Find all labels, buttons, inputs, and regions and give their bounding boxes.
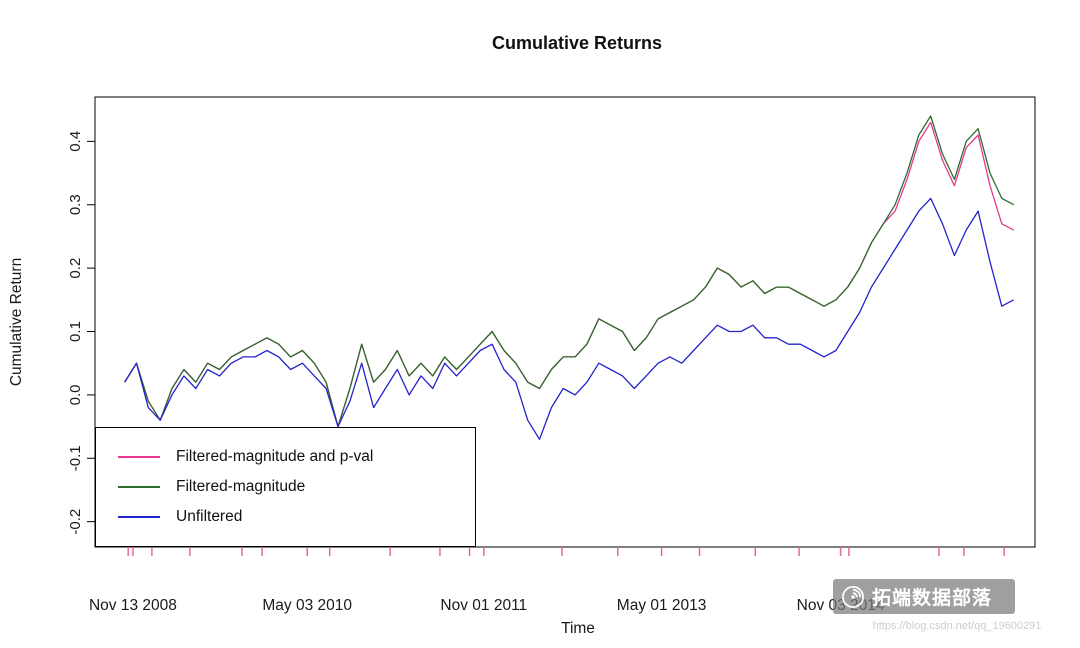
y-tick-label: 0.1 (67, 321, 84, 342)
legend-line-swatch-pink (118, 456, 160, 458)
y-tick-label: 0.0 (67, 384, 84, 405)
legend-label: Filtered-magnitude (176, 478, 306, 495)
legend-line-swatch-green (118, 486, 160, 488)
legend-label: Filtered-magnitude and p-val (176, 448, 374, 465)
series-line-unfiltered (124, 197, 1015, 440)
watermark-logo-icon (842, 585, 864, 608)
y-tick-label: 0.2 (67, 258, 84, 279)
y-tick-label: -0.1 (67, 445, 84, 471)
x-tick-label: May 01 2013 (617, 597, 707, 614)
legend-item-filtered-magnitude: Filtered-magnitude (118, 478, 475, 496)
x-tick-label: Nov 13 2008 (89, 597, 177, 614)
y-tick-label: 0.4 (67, 131, 84, 152)
y-tick-label: -0.2 (67, 509, 84, 535)
y-axis-label: Cumulative Return (8, 258, 25, 386)
y-tick-label: 0.3 (67, 194, 84, 215)
series-line-filtered-magnitude-and-p-val (124, 121, 1015, 428)
chart-title: Cumulative Returns (492, 33, 662, 53)
plot-box (94, 96, 1036, 548)
watermark-banner: 拓端数据部落 (833, 579, 1015, 614)
x-tick-label: May 03 2010 (262, 597, 352, 614)
watermark-text: 拓端数据部落 (872, 588, 993, 609)
series-line-filtered-magnitude (124, 115, 1015, 428)
watermark-url: https://blog.csdn.net/qq_19600291 (872, 620, 1042, 632)
x-axis-label: Time (561, 620, 595, 637)
legend-item-filtered-magnitude-and-p-val: Filtered-magnitude and p-val (118, 448, 475, 466)
legend: Filtered-magnitude and p-val Filtered-ma… (95, 427, 476, 547)
legend-line-swatch-blue (118, 516, 160, 518)
x-tick-label: Nov 01 2011 (440, 597, 527, 614)
legend-item-unfiltered: Unfiltered (118, 508, 475, 526)
legend-label: Unfiltered (176, 508, 243, 525)
